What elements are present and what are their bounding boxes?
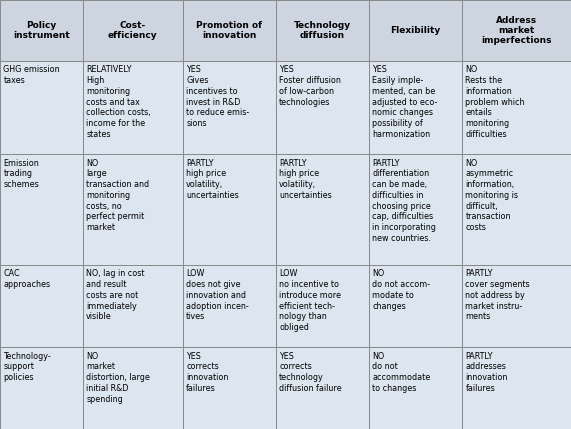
Bar xyxy=(0,265,83,347)
Bar xyxy=(83,154,183,265)
Text: YES
corrects
innovation
failures: YES corrects innovation failures xyxy=(186,352,228,393)
Bar xyxy=(183,265,276,347)
Bar xyxy=(0,154,83,265)
Text: Technology-
support
policies: Technology- support policies xyxy=(3,352,51,382)
Text: NO
do not accom-
modate to
changes: NO do not accom- modate to changes xyxy=(372,269,431,311)
Text: RELATIVELY
High
monitoring
costs and tax
collection costs,
income for the
states: RELATIVELY High monitoring costs and tax… xyxy=(86,66,151,139)
Bar xyxy=(276,347,369,429)
Text: Cost-
efficiency: Cost- efficiency xyxy=(108,21,158,40)
Text: NO
market
distortion, large
initial R&D
spending: NO market distortion, large initial R&D … xyxy=(86,352,150,404)
Bar xyxy=(462,154,571,265)
Text: YES
Gives
incentives to
invest in R&D
to reduce emis-
sions: YES Gives incentives to invest in R&D to… xyxy=(186,66,250,128)
Bar xyxy=(462,0,571,61)
Bar xyxy=(462,347,571,429)
Bar xyxy=(276,154,369,265)
Bar xyxy=(83,0,183,61)
Text: NO
asymmetric
information,
monitoring is
difficult,
transaction
costs: NO asymmetric information, monitoring is… xyxy=(465,159,518,232)
Text: NO, lag in cost
and result
costs are not
immediately
visible: NO, lag in cost and result costs are not… xyxy=(86,269,144,321)
Text: YES
Foster diffusion
of low-carbon
technologies: YES Foster diffusion of low-carbon techn… xyxy=(279,66,341,107)
Bar xyxy=(276,265,369,347)
Text: YES
Easily imple-
mented, can be
adjusted to eco-
nomic changes
possibility of
h: YES Easily imple- mented, can be adjuste… xyxy=(372,66,437,139)
Bar xyxy=(83,265,183,347)
Bar xyxy=(462,265,571,347)
Bar xyxy=(369,61,462,154)
Bar xyxy=(183,347,276,429)
Text: CAC
approaches: CAC approaches xyxy=(3,269,51,289)
Bar xyxy=(369,347,462,429)
Text: LOW
no incentive to
introduce more
efficient tech-
nology than
obliged: LOW no incentive to introduce more effic… xyxy=(279,269,341,332)
Text: LOW
does not give
innovation and
adoption incen-
tives: LOW does not give innovation and adoptio… xyxy=(186,269,249,321)
Text: NO
large
transaction and
monitoring
costs, no
perfect permit
market: NO large transaction and monitoring cost… xyxy=(86,159,150,232)
Bar xyxy=(83,347,183,429)
Bar xyxy=(369,154,462,265)
Bar xyxy=(183,154,276,265)
Text: NO
Rests the
information
problem which
entails
monitoring
difficulties: NO Rests the information problem which e… xyxy=(465,66,525,139)
Text: Emission
trading
schemes: Emission trading schemes xyxy=(3,159,39,189)
Bar xyxy=(369,265,462,347)
Bar xyxy=(276,61,369,154)
Bar xyxy=(276,0,369,61)
Bar xyxy=(462,61,571,154)
Bar xyxy=(183,0,276,61)
Text: PARTLY
high price
volatility,
uncertainties: PARTLY high price volatility, uncertaint… xyxy=(279,159,332,200)
Text: PARTLY
differentiation
can be made,
difficulties in
choosing price
cap, difficul: PARTLY differentiation can be made, diff… xyxy=(372,159,436,243)
Text: Policy
instrument: Policy instrument xyxy=(13,21,70,40)
Bar xyxy=(369,0,462,61)
Bar xyxy=(0,61,83,154)
Text: Address
market
imperfections: Address market imperfections xyxy=(481,16,552,45)
Text: PARTLY
cover segments
not address by
market instru-
ments: PARTLY cover segments not address by mar… xyxy=(465,269,530,321)
Text: GHG emission
taxes: GHG emission taxes xyxy=(3,66,60,85)
Text: Promotion of
innovation: Promotion of innovation xyxy=(196,21,262,40)
Text: YES
corrects
technology
diffusion failure: YES corrects technology diffusion failur… xyxy=(279,352,342,393)
Bar xyxy=(0,0,83,61)
Text: Flexibility: Flexibility xyxy=(390,26,441,35)
Text: PARTLY
high price
volatility,
uncertainties: PARTLY high price volatility, uncertaint… xyxy=(186,159,239,200)
Text: Technology
diffusion: Technology diffusion xyxy=(293,21,351,40)
Text: PARTLY
addresses
innovation
failures: PARTLY addresses innovation failures xyxy=(465,352,508,393)
Bar xyxy=(0,347,83,429)
Bar xyxy=(83,61,183,154)
Bar xyxy=(183,61,276,154)
Text: NO
do not
accommodate
to changes: NO do not accommodate to changes xyxy=(372,352,431,393)
